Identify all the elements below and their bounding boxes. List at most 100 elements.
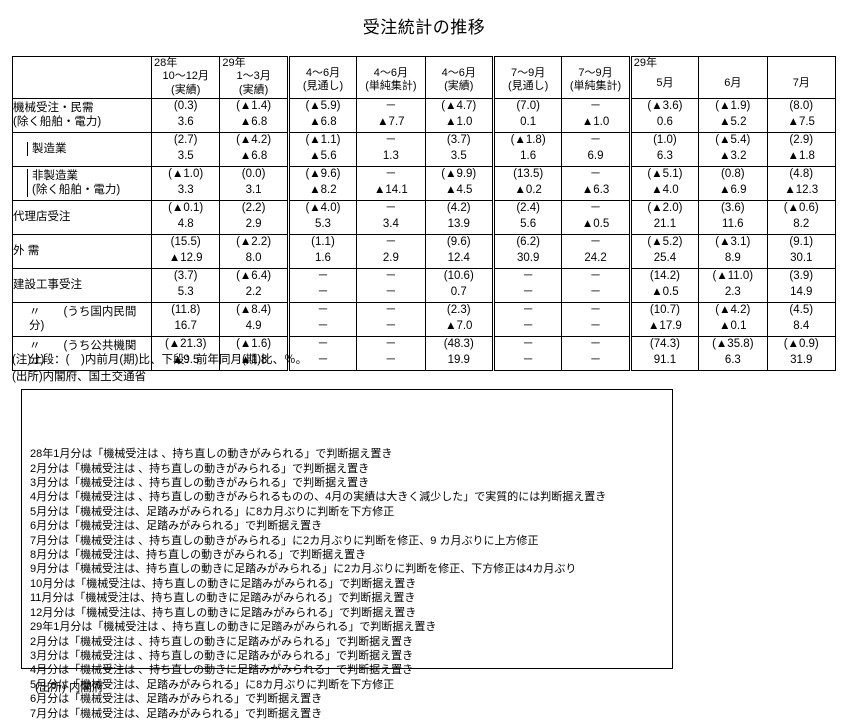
commentary-line: 4月分は「機械受注は 、持ち直しの動きに足踏みがみられる」で判断据え置き [30, 664, 414, 677]
table-row: 外 需 (15.5) ▲12.9 (▲2.2) 8.0 (1.1) 1.6 － 2.9 (9.6)… [12, 233, 837, 269]
cell-r6-c7: (10.7) ▲17.9 [628, 301, 700, 337]
column-header-6: 7〜9月 (単純集計) [561, 56, 631, 99]
cell-upper-value: (▲5.1) [647, 168, 683, 181]
column-header-3: 4〜6月 (単純集計) [356, 56, 426, 99]
cell-r1-c4: (3.7) 3.5 [424, 131, 494, 167]
cell-lower-value: 13.9 [447, 218, 470, 230]
cell-lower-value: 30.1 [790, 252, 813, 264]
cell-lower-value: ▲12.3 [784, 184, 819, 196]
cell-lower-value: － [385, 320, 397, 332]
cell-r4-c6: － 24.2 [561, 233, 631, 269]
cell-lower-value: 2.3 [724, 286, 741, 298]
commentary-line: 7月分は「機械受注は、足踏みがみられる」で判断据え置き [30, 707, 323, 720]
cell-upper-value: (6.2) [516, 236, 540, 249]
column-header-9: 7月 [766, 56, 837, 99]
cell-r3-c9: (▲0.6) 8.2 [766, 199, 837, 235]
cell-lower-value: ▲1.8 [787, 150, 815, 162]
column-header-7: 29年 5月 [628, 56, 700, 99]
cell-upper-value: (2.4) [516, 202, 540, 215]
table-header: 28年 10〜12月 (実績) 29年 1〜3月 (実績) 4〜6月 (見通し) 4〜6月 (単純… [12, 56, 837, 99]
cell-upper-value: － [589, 304, 602, 317]
cell-upper-value: (▲8.4) [236, 304, 272, 317]
cell-lower-value: 6.3 [656, 150, 673, 162]
cell-upper-value: (2.9) [789, 134, 814, 147]
column-header-type-1: (実績) [238, 83, 269, 96]
column-header-type-2: (見通し) [302, 80, 344, 93]
row-label-text-2: 非製造業 (除く船舶・電力) [32, 169, 120, 198]
cell-upper-value: (▲5.9) [305, 100, 341, 113]
cell-r6-c2: －－ [286, 301, 358, 337]
cell-upper-value: (3.7) [446, 134, 471, 147]
cell-upper-value: － [317, 270, 329, 283]
cell-upper-value: － [589, 134, 602, 147]
cell-lower-value: 16.7 [174, 320, 197, 332]
cell-lower-value: 3.5 [450, 150, 467, 162]
cell-lower-value: ▲0.5 [581, 218, 610, 230]
cell-upper-value: － [385, 168, 397, 181]
commentary-line: 29年1月分は「機械受注は 、持ち直しの動きに足踏みがみられる」で判断据え置き [30, 621, 437, 634]
column-header-year-0: 28年 [154, 57, 178, 69]
cell-upper-value: (▲1.8) [510, 134, 546, 147]
cell-upper-value: － [385, 236, 397, 249]
cell-lower-value: ▲4.5 [445, 184, 473, 196]
cell-upper-value: － [385, 202, 397, 215]
column-header-type-6: (単純集計) [569, 80, 622, 93]
cell-upper-value: (▲21.3) [164, 338, 207, 351]
cell-r6-c9: (4.5) 8.4 [766, 301, 837, 337]
cell-lower-value: ▲6.8 [309, 116, 337, 128]
cell-r7-c0: (▲21.3) ▲9.5 [150, 335, 221, 371]
commentary-line: 9月分は「機械受注は、持ち直しの動きに足踏みがみられる」に2カ月ぶりに判断を修正… [30, 563, 577, 576]
column-header-type-3: (単純集計) [365, 80, 417, 93]
row-label-line: 非製造業 [32, 169, 78, 182]
cell-r0-c2: (▲5.9) ▲6.8 [286, 97, 358, 133]
cell-r3-c0: (▲0.1) 4.8 [150, 199, 221, 235]
cell-upper-value: (▲3.1) [715, 236, 751, 249]
cell-r7-c7: (74.3) 91.1 [628, 335, 700, 371]
cell-lower-value: 3.5 [177, 150, 194, 162]
commentary-line: 12月分は「機械受注は、持ち直しの動きに足踏みがみられる」で判断据え置き [30, 606, 417, 619]
cell-upper-value: (▲9.9) [441, 168, 477, 181]
row-label-3: 代理店受注 [12, 199, 152, 235]
column-header-0: 28年 10〜12月 (実績) [150, 56, 221, 99]
cell-upper-value: － [589, 236, 602, 249]
cell-r6-c6: －－ [561, 301, 631, 337]
cell-lower-value: 6.9 [587, 150, 604, 162]
cell-r1-c7: (1.0) 6.3 [628, 131, 700, 167]
column-header-period-3: 4〜6月 [373, 66, 408, 79]
commentary-line: 5月分は「機械受注は、足踏みがみられる」に8カ月ぶりに判断を下方修正 [30, 505, 395, 518]
cell-lower-value: ▲7.0 [445, 320, 473, 332]
cell-lower-value: 91.1 [653, 354, 677, 366]
cell-lower-value: ▲7.7 [377, 116, 405, 128]
cell-lower-value: ▲14.1 [373, 184, 408, 196]
column-header-period-6: 7〜9月 [578, 66, 613, 79]
cell-r1-c3: － 1.3 [356, 131, 426, 167]
table-row: 〃 (うち公共機関分) (▲21.3) ▲9.5 (▲1.6) ▲1.8 －－－－ (48.… [12, 335, 837, 371]
cell-lower-value: 2.2 [245, 286, 262, 298]
row-label-0: 機械受注・民需 (除く船舶・電力) [12, 97, 152, 133]
cell-upper-value: (4.8) [789, 168, 814, 181]
cell-upper-value: (1.1) [311, 236, 335, 249]
cell-r2-c1: (0.0) 3.1 [219, 165, 289, 201]
commentary-line: 3月分は「機械受注は 、持ち直しの動きに足踏みがみられる」で判断据え置き [30, 649, 414, 662]
commentary-line: 8月分は「機械受注は、持ち直しの動きがみられる」で判断据え置き [30, 549, 367, 562]
cell-r1-c6: － 6.9 [561, 131, 631, 167]
cell-r5-c7: (14.2) ▲0.5 [628, 267, 700, 303]
cell-r4-c7: (▲5.2) 25.4 [628, 233, 700, 269]
cell-lower-value: 0.7 [450, 286, 467, 298]
column-header-type-0: (実績) [171, 83, 201, 96]
cell-lower-value: － [522, 320, 534, 332]
cell-r5-c1: (▲6.4) 2.2 [219, 267, 289, 303]
cell-r3-c8: (3.6) 11.6 [698, 199, 768, 235]
row-label-line: 〃 (うち公共機関分) [29, 339, 137, 366]
row-label-text-4: 外 需 [13, 244, 151, 258]
cell-r0-c7: (▲3.6) 0.6 [628, 97, 700, 133]
cell-r4-c1: (▲2.2) 8.0 [219, 233, 289, 269]
row-label-text-6: 〃 (うち国内民間分) [13, 305, 151, 334]
cell-r1-c0: (2.7) 3.5 [150, 131, 221, 167]
cell-lower-value: 5.3 [314, 218, 331, 230]
order-statistics-table-container: 28年 10〜12月 (実績) 29年 1〜3月 (実績) 4〜6月 (見通し) 4〜6月 (単純… [12, 56, 837, 371]
cell-upper-value: (▲6.4) [236, 270, 272, 283]
cell-lower-value: ▲5.6 [309, 150, 337, 162]
cell-upper-value: － [589, 202, 602, 215]
cell-lower-value: 31.9 [790, 354, 813, 366]
